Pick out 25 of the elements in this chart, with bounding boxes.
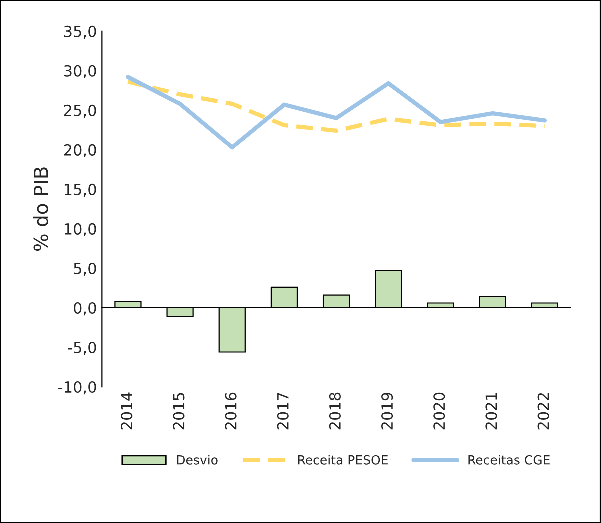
legend-label: Desvio [177, 455, 218, 465]
y-tick-label: 5,0 [74, 262, 96, 276]
legend-label: Receita PESOE [298, 455, 388, 465]
y-tick-label: 30,0 [64, 65, 96, 78]
x-tick-label: 2015 [173, 393, 185, 430]
y-tick-label: 35,0 [64, 26, 96, 39]
line-series [126, 80, 547, 134]
x-tick-label: 2019 [382, 392, 394, 430]
y-tick-label: 10,0 [64, 223, 96, 237]
y-tick-label: 0,0 [74, 302, 96, 316]
x-tick-label: 2016 [225, 392, 237, 430]
x-tick-label: 2020 [434, 392, 446, 430]
y-tick-label: -10,0 [58, 381, 96, 395]
y-tick-label: 20,0 [64, 144, 96, 158]
x-tick-label: 2022 [538, 393, 550, 430]
x-tick-label: 2021 [486, 393, 498, 430]
line-series [126, 75, 547, 150]
x-tick-label: 2014 [121, 392, 133, 430]
y-tick-label: 25,0 [64, 104, 96, 118]
y-tick-label: -5,0 [68, 342, 96, 356]
legend-label: Receitas CGE [468, 455, 550, 465]
y-axis-title: % do PIB [33, 168, 48, 252]
x-tick-label: 2018 [329, 392, 341, 430]
y-tick-label: 15,0 [64, 184, 96, 198]
x-tick-label: 2017 [277, 393, 289, 430]
